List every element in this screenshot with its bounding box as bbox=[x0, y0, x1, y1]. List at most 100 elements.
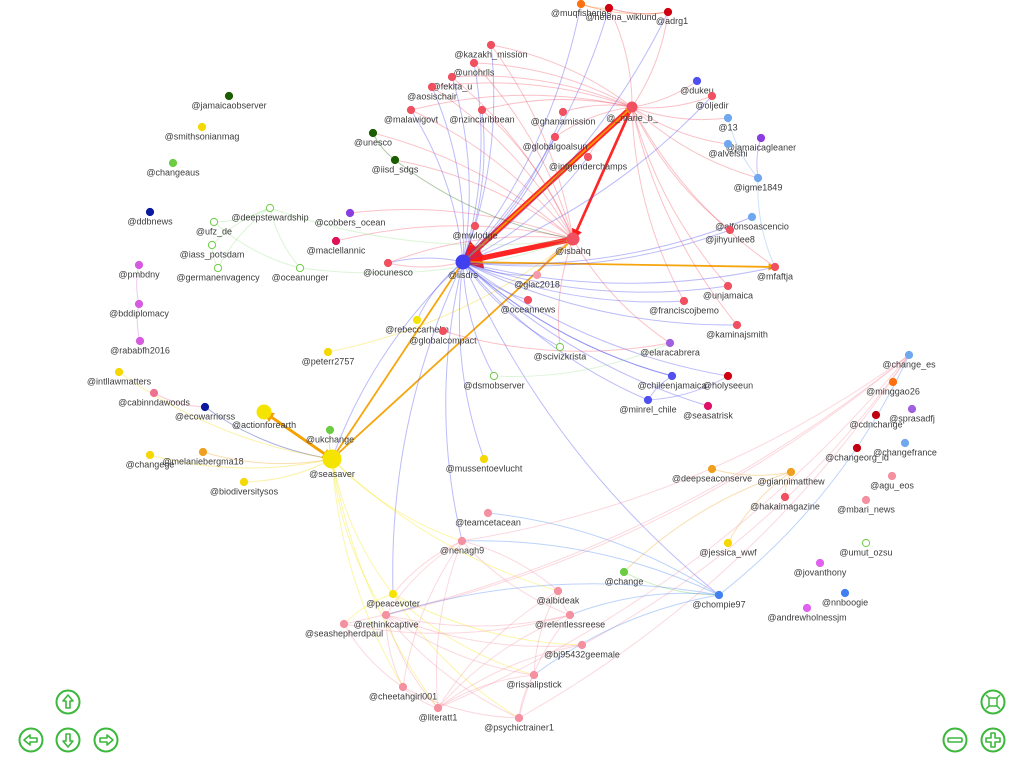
nav-up-button[interactable] bbox=[55, 689, 81, 715]
graph-node[interactable]: @seasaver bbox=[309, 449, 355, 479]
graph-node[interactable]: @seasatrisk bbox=[683, 401, 733, 421]
graph-node[interactable]: @nzincaribbean bbox=[449, 105, 515, 125]
graph-node[interactable]: @malawigovt bbox=[384, 105, 439, 125]
node-dot[interactable] bbox=[433, 703, 443, 713]
graph-node[interactable]: @13 bbox=[718, 113, 738, 133]
node-dot[interactable] bbox=[197, 122, 207, 132]
node-dot[interactable] bbox=[692, 76, 702, 86]
graph-node[interactable]: @igme1849 bbox=[734, 173, 783, 193]
node-dot[interactable] bbox=[331, 236, 341, 246]
node-dot[interactable] bbox=[703, 401, 713, 411]
graph-node[interactable]: @actionforearth bbox=[232, 404, 296, 430]
graph-node[interactable]: @umut_ozsu bbox=[839, 538, 893, 558]
node-dot[interactable] bbox=[134, 299, 144, 309]
node-dot[interactable] bbox=[383, 258, 393, 268]
graph-node[interactable]: @ukchange bbox=[306, 425, 354, 445]
node-dot[interactable] bbox=[643, 395, 653, 405]
graph-node[interactable]: @helena_wiklund bbox=[585, 3, 657, 22]
graph-node[interactable]: @jessica_wwf bbox=[699, 538, 757, 558]
graph-node[interactable]: @mbari_news bbox=[837, 495, 895, 515]
node-dot[interactable] bbox=[780, 492, 790, 502]
node-dot[interactable] bbox=[888, 377, 898, 387]
node-dot[interactable] bbox=[209, 217, 219, 227]
node-dot[interactable] bbox=[753, 173, 763, 183]
graph-node[interactable]: @chompie97 bbox=[692, 590, 746, 610]
node-dot[interactable] bbox=[339, 619, 349, 629]
node-dot[interactable] bbox=[412, 315, 422, 325]
graph-node[interactable]: @mussentoevlucht bbox=[446, 454, 523, 474]
node-dot[interactable] bbox=[514, 713, 524, 723]
graph-node[interactable]: @rababfh2016 bbox=[110, 336, 170, 356]
graph-node[interactable]: @hakaimagazine bbox=[750, 492, 820, 512]
graph-node[interactable]: @teamcetacean bbox=[455, 508, 521, 528]
graph-node[interactable]: @jamaicaobserver bbox=[191, 91, 267, 111]
graph-node[interactable]: @deepstewardship bbox=[231, 203, 309, 223]
node-dot[interactable] bbox=[679, 296, 689, 306]
node-dot[interactable] bbox=[479, 454, 489, 464]
graph-node[interactable]: @oceannews bbox=[501, 295, 556, 315]
node-dot[interactable] bbox=[665, 338, 675, 348]
node-dot[interactable] bbox=[469, 58, 479, 68]
node-dot[interactable] bbox=[904, 350, 914, 360]
node-dot[interactable] bbox=[207, 240, 217, 250]
graph-node[interactable]: @aosischair bbox=[407, 82, 457, 102]
graph-node[interactable]: @cabinndawoods bbox=[118, 388, 190, 408]
node-dot[interactable] bbox=[714, 590, 724, 600]
node-dot[interactable] bbox=[239, 477, 249, 487]
node-dot[interactable] bbox=[723, 281, 733, 291]
graph-node[interactable]: @cobbers_ocean bbox=[315, 208, 386, 228]
graph-node[interactable]: @unesco bbox=[354, 128, 392, 148]
graph-node[interactable]: @rethinkcaptive bbox=[354, 610, 419, 630]
graph-node[interactable]: @iisdrs bbox=[448, 254, 479, 280]
node-dot[interactable] bbox=[723, 371, 733, 381]
graph-node[interactable]: @peacevoter bbox=[366, 589, 420, 609]
node-dot[interactable] bbox=[388, 589, 398, 599]
node-dot[interactable] bbox=[852, 443, 862, 453]
node-dot[interactable] bbox=[483, 508, 493, 518]
graph-node[interactable]: @oceanunger bbox=[272, 263, 329, 283]
graph-node[interactable]: @bddiplomacy bbox=[109, 299, 169, 319]
graph-node[interactable]: @muqfisheries bbox=[551, 0, 612, 18]
node-dot[interactable] bbox=[398, 682, 408, 692]
graph-node[interactable]: @change_es bbox=[882, 350, 936, 370]
node-dot[interactable] bbox=[583, 152, 593, 162]
node-dot[interactable] bbox=[667, 371, 677, 381]
node-dot[interactable] bbox=[345, 208, 355, 218]
node-dot[interactable] bbox=[887, 471, 897, 481]
node-dot[interactable] bbox=[900, 438, 910, 448]
node-dot[interactable] bbox=[381, 610, 391, 620]
node-dot[interactable] bbox=[786, 467, 796, 477]
graph-node[interactable]: @dsmobserver bbox=[463, 371, 525, 391]
graph-node[interactable]: @globalcompact bbox=[409, 326, 477, 346]
node-dot[interactable] bbox=[723, 113, 733, 123]
graph-node[interactable]: @globalgoalsun bbox=[523, 132, 588, 152]
node-dot[interactable] bbox=[523, 295, 533, 305]
graph-node[interactable]: @ddbnews bbox=[127, 207, 173, 227]
graph-node[interactable]: @ecowarriorss bbox=[175, 402, 236, 422]
graph-node[interactable]: @minrel_chile bbox=[619, 395, 677, 415]
node-dot[interactable] bbox=[756, 133, 766, 143]
graph-node[interactable]: @melaniebergma18 bbox=[162, 447, 244, 467]
node-dot[interactable] bbox=[802, 603, 812, 613]
node-dot[interactable] bbox=[840, 588, 850, 598]
node-dot[interactable] bbox=[871, 410, 881, 420]
node-dot[interactable] bbox=[532, 270, 542, 280]
node-dot[interactable] bbox=[470, 221, 480, 231]
graph-node[interactable]: @elaracabrera bbox=[640, 338, 700, 358]
node-dot[interactable] bbox=[529, 670, 539, 680]
node-dot[interactable] bbox=[907, 404, 917, 414]
graph-node[interactable]: @changeorg_id bbox=[825, 443, 889, 463]
node-dot[interactable] bbox=[861, 538, 871, 548]
graph-node[interactable]: @sprasadfj bbox=[889, 404, 935, 424]
graph-node[interactable]: @peterr2757 bbox=[302, 347, 355, 367]
graph-node[interactable]: @seashepherdpaul bbox=[305, 619, 383, 639]
graph-node[interactable]: @unjamaica bbox=[703, 281, 753, 301]
graph-node[interactable]: @ufz_de bbox=[196, 217, 232, 237]
node-dot[interactable] bbox=[149, 388, 159, 398]
zoom-in-button[interactable] bbox=[980, 727, 1006, 753]
node-dot[interactable] bbox=[265, 203, 275, 213]
node-dot[interactable] bbox=[725, 225, 735, 235]
graph-node[interactable]: @fekita_u bbox=[432, 72, 473, 92]
node-dot[interactable] bbox=[553, 586, 563, 596]
